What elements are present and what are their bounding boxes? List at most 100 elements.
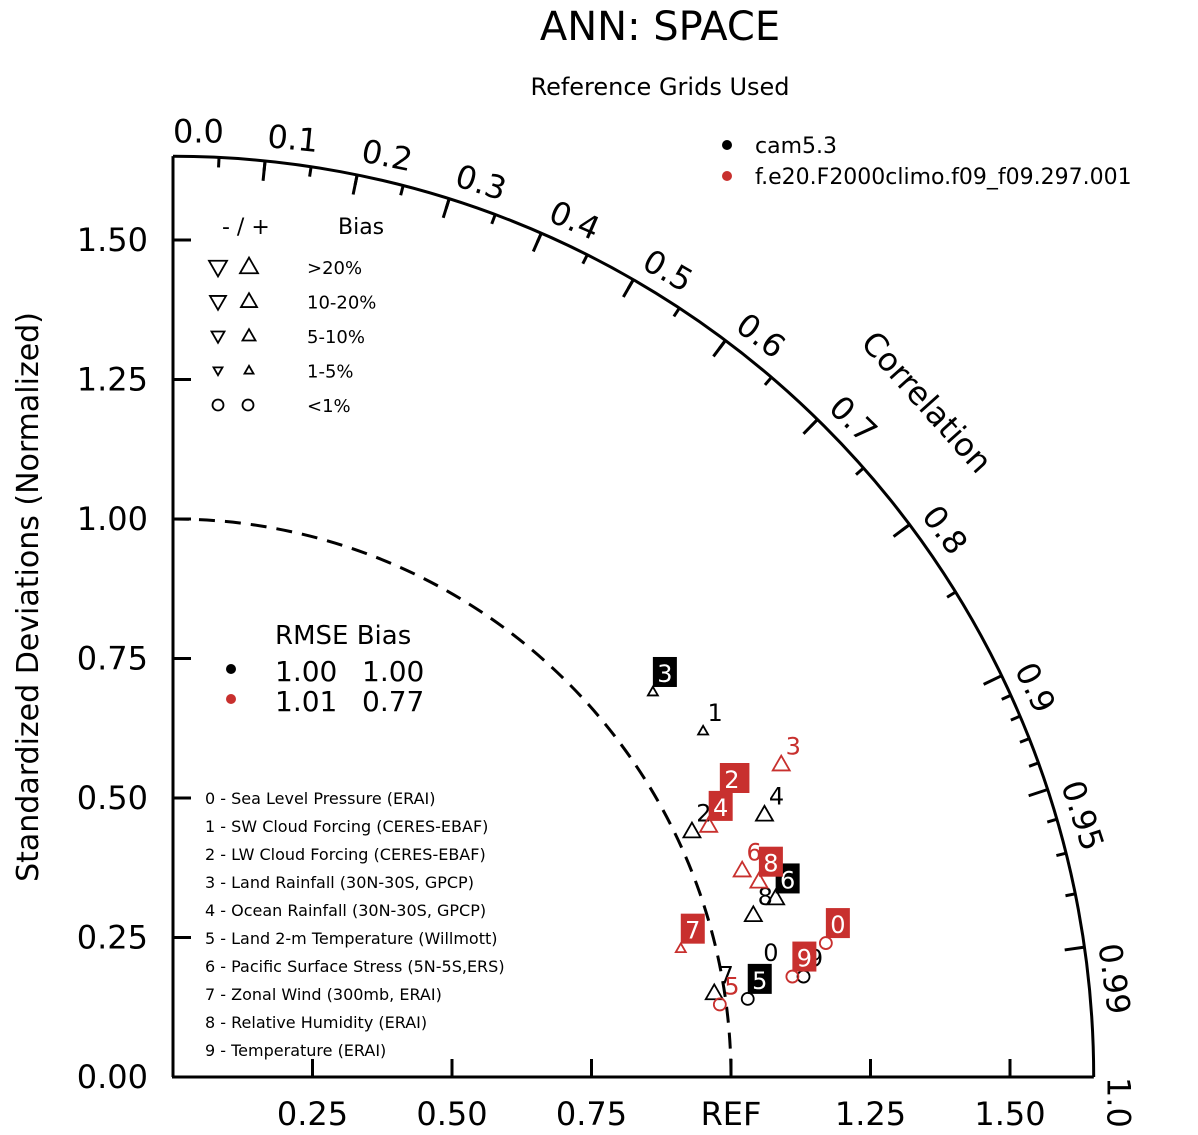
correlation-minor-tick <box>1046 817 1058 824</box>
reference-circle <box>172 517 733 1078</box>
point-triangle-marker <box>704 982 725 1001</box>
point-label-box <box>747 963 772 994</box>
stats-legend-dot <box>226 664 236 674</box>
correlation-tick-label: 0.6 <box>729 305 793 366</box>
point-label: 8 <box>758 883 773 911</box>
correlation-tick <box>441 198 451 219</box>
correlation-tick-label: 0.1 <box>266 117 320 160</box>
point-label-box <box>825 908 850 939</box>
chart-subtitle: Reference Grids Used <box>530 73 789 101</box>
legend-dot <box>722 140 732 150</box>
stats-legend-rmse: 1.01 <box>275 685 337 718</box>
point-triangle-marker <box>754 804 775 822</box>
correlation-minor-tick <box>1019 737 1030 744</box>
point-label-box <box>652 656 677 687</box>
legend-series-name: f.e20.F2000climo.f09_f09.297.001 <box>755 165 1132 190</box>
correlation-tick-label: 0.2 <box>358 132 415 179</box>
correlation-label: Correlation <box>854 324 1000 481</box>
correlation-tick <box>892 523 911 538</box>
data-points: 01234567890123456789 <box>646 656 850 1012</box>
y-tick-label: 0.25 <box>77 919 148 957</box>
variable-legend-item: 4 - Ocean Rainfall (30N-30S, GPCP) <box>205 901 486 920</box>
bias-legend-label: 5-10% <box>307 327 365 348</box>
point-label: 3 <box>657 660 672 688</box>
legend-series-name: cam5.3 <box>755 134 837 159</box>
y-tick-label: 1.00 <box>77 500 148 538</box>
variable-legend-item: 6 - Pacific Surface Stress (5N-5S,ERS) <box>205 957 505 976</box>
correlation-tick-label: 0.95 <box>1053 776 1111 856</box>
y-tick-label: 1.25 <box>77 361 148 399</box>
bias-legend-triangle-down <box>208 295 228 312</box>
y-tick-label: 0.75 <box>77 640 148 678</box>
series-1: 0123456789 <box>674 733 850 1012</box>
variable-legend-item: 1 - SW Cloud Forcing (CERES-EBAF) <box>205 817 488 836</box>
variable-legend-item: 5 - Land 2-m Temperature (Willmott) <box>205 929 498 948</box>
correlation-minor-tick <box>1056 851 1067 858</box>
point-triangle-marker <box>674 941 688 954</box>
point-label: 0 <box>830 911 845 939</box>
point-label: 1 <box>707 699 722 727</box>
bias-legend-triangle-down <box>211 366 225 378</box>
correlation-tick <box>351 174 359 195</box>
bias-legend-label: 1-5% <box>307 362 354 383</box>
point-triangle-marker <box>765 887 786 906</box>
variable-legend-item: 2 - LW Cloud Forcing (CERES-EBAF) <box>205 845 486 864</box>
x-tick-label: REF <box>701 1095 762 1133</box>
correlation-minor-tick <box>1001 693 1012 701</box>
correlation-tick-label: 0.5 <box>636 242 699 300</box>
y-tick-label: 0.00 <box>77 1058 148 1096</box>
correlation-tick-label: 0.8 <box>914 498 975 562</box>
point-label: 7 <box>685 917 700 945</box>
chart-title: ANN: SPACE <box>540 4 780 50</box>
outer-arc <box>172 154 1096 1078</box>
point-triangle-marker <box>732 859 753 878</box>
point-label: 4 <box>769 783 784 811</box>
stats-legend-header: RMSE Bias <box>275 621 411 651</box>
bias-legend-label: 10-20% <box>307 293 376 314</box>
point-label: 4 <box>713 794 728 822</box>
point-triangle-marker <box>696 724 710 736</box>
variable-legend-item: 7 - Zonal Wind (300mb, ERAI) <box>205 985 442 1004</box>
correlation-tick-label: 0.3 <box>451 157 511 209</box>
point-circle-marker <box>712 997 727 1012</box>
y-tick-label: 0.50 <box>77 779 148 817</box>
bias-legend-triangle-up <box>240 327 258 342</box>
correlation-tick <box>1028 788 1049 798</box>
point-triangle-marker <box>698 815 719 833</box>
bias-legend-label: <1% <box>307 396 351 417</box>
bias-legend-triangle-down <box>207 259 229 279</box>
point-label-box <box>708 790 733 821</box>
legend-dot <box>722 171 732 181</box>
correlation-minor-tick <box>946 590 957 599</box>
variable-legend-item: 8 - Relative Humidity (ERAI) <box>205 1013 427 1032</box>
x-tick-label: 0.25 <box>277 1095 348 1133</box>
point-triangle-marker <box>748 871 769 889</box>
correlation-tick-label: 0.7 <box>822 388 885 451</box>
x-tick-label: 1.25 <box>835 1095 906 1133</box>
correlation-tick-label: 0.0 <box>173 112 224 150</box>
correlation-tick <box>622 278 635 298</box>
point-label-box <box>680 913 705 944</box>
bias-legend-triangle-down <box>209 330 227 345</box>
bias-legend-circle <box>211 398 225 412</box>
stats-legend-rmse: 1.00 <box>275 655 337 688</box>
point-triangle-marker <box>681 820 702 839</box>
point-label: 5 <box>752 967 767 995</box>
correlation-minor-tick <box>490 214 497 225</box>
x-tick-label: 1.50 <box>974 1095 1045 1133</box>
point-label: 9 <box>797 945 812 973</box>
correlation-tick <box>982 674 1003 686</box>
legends: cam5.3 f.e20.F2000climo.f09_f09.297.001 - … <box>205 134 1132 1060</box>
point-label: 3 <box>786 733 801 761</box>
point-label-box <box>719 763 744 793</box>
point-label: 8 <box>763 850 778 878</box>
bias-legend-label: >20% <box>307 258 362 279</box>
correlation-minor-tick <box>1028 761 1039 768</box>
y-tick-label: 1.50 <box>77 221 148 259</box>
correlation-tick <box>712 339 727 358</box>
y-axis-label: Standardized Deviations (Normalized) <box>11 312 46 882</box>
point-label: 2 <box>696 799 711 827</box>
correlation-tick <box>802 418 819 435</box>
stats-legend-bias: 0.77 <box>362 685 424 718</box>
